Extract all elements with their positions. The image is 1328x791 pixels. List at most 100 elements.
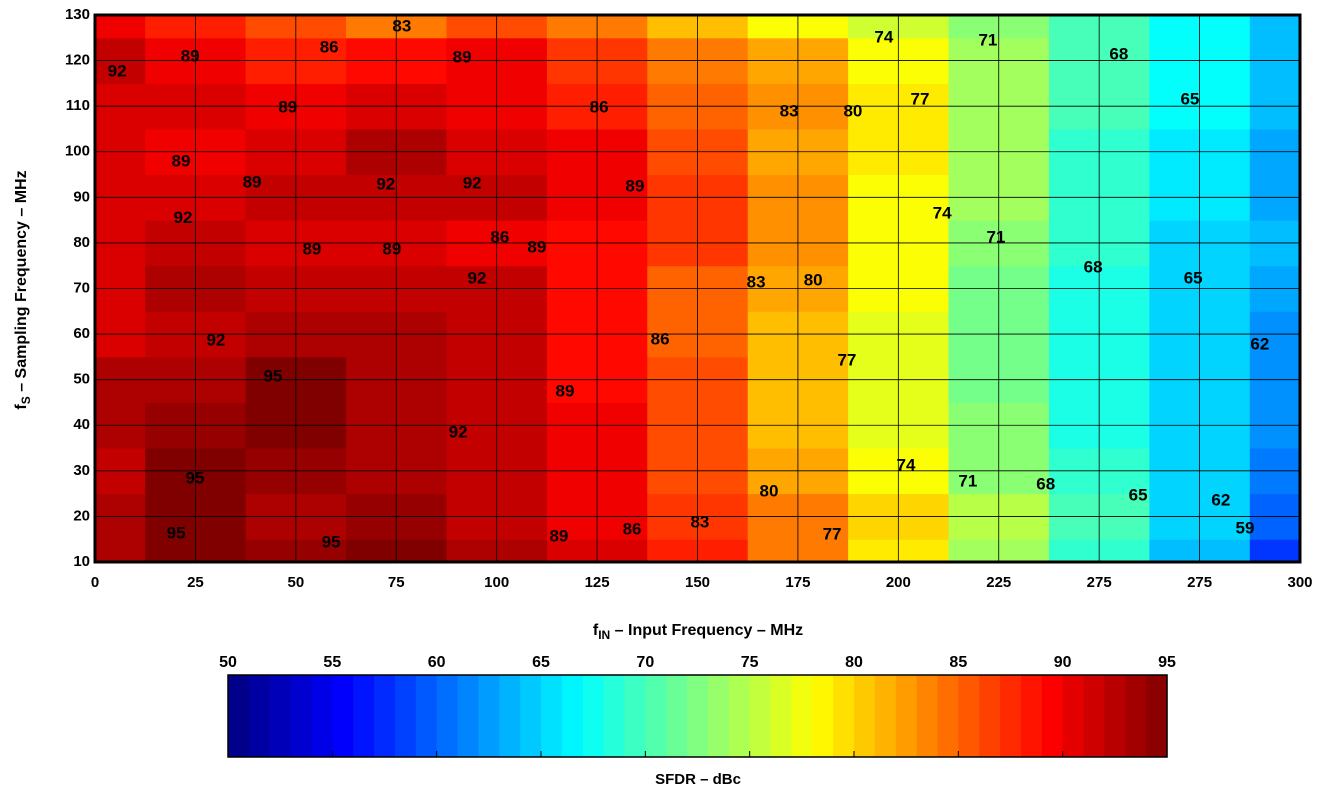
contour-label: 77 [823,525,842,544]
contour-label: 83 [780,102,799,121]
contour-label: 89 [549,526,568,545]
y-label-main: f [13,404,30,410]
colorbar-step [1020,675,1043,757]
colorbar-step [874,675,897,757]
contour-label: 92 [206,330,225,349]
colorbar-step [332,675,354,757]
colorbar-tick-label: 50 [219,654,237,671]
contour-label: 89 [527,237,546,256]
contour-label: 89 [181,46,200,65]
contour-label: 86 [590,97,609,116]
contour-label: 86 [320,37,339,56]
y-tick-label: 100 [65,143,90,160]
y-tick-label: 110 [66,97,90,114]
y-tick-label: 50 [73,371,90,388]
plot-frame [93,13,1302,564]
x-tick-label: 175 [785,574,810,591]
heat-cell [1249,539,1300,562]
x-tick-label: 300 [1287,574,1312,591]
x-label-sub: IN [598,628,610,642]
colorbar-step [854,675,876,757]
contour-label: 89 [302,240,321,259]
colorbar-step [624,675,646,757]
contour-label: 89 [555,381,574,400]
colorbar-step [666,675,688,757]
colorbar-step [269,675,292,757]
x-label-main: f [593,622,599,639]
contour-label: 89 [453,47,472,66]
contour-label: 74 [933,204,952,223]
colorbar-step [582,675,605,757]
y-tick-label: 130 [65,6,90,23]
colorbar-step [457,675,479,757]
y-tick-label: 90 [73,188,90,205]
colorbar-tick-label: 60 [428,654,446,671]
colorbar-step [791,675,813,757]
contour-label: 95 [167,524,186,543]
heat-cell [95,539,146,562]
colorbar-tick-label: 80 [845,654,863,671]
contour-label: 92 [174,208,193,227]
contour-label: 89 [625,176,644,195]
contour-label: 65 [1184,268,1203,287]
contour-label: 62 [1211,490,1230,509]
contour-label: 80 [760,481,779,500]
colorbar-step [937,675,959,757]
colorbar-step [499,675,521,757]
x-tick-label: 275 [1187,574,1212,591]
contour-label: 65 [1180,89,1199,108]
colorbar-step [374,675,396,757]
colorbar-step [645,675,667,757]
contour-label: 71 [978,30,997,49]
y-tick-label: 30 [73,462,90,479]
colorbar-step [958,675,980,757]
contour-label: 92 [376,175,395,194]
colorbar-tick-label: 55 [323,654,341,671]
contour-label: 74 [897,455,916,474]
y-tick-label: 20 [73,507,90,524]
contour-label: 80 [804,271,823,290]
contour-label: 68 [1109,45,1128,64]
x-tick-label: 100 [484,574,509,591]
contour-label: 95 [186,469,205,488]
colorbar-step [603,675,626,757]
colorbar-step [687,675,709,757]
x-axis-label: fIN – Input Frequency – MHz [593,622,803,642]
contour-label: 71 [986,227,1005,246]
colorbar-step [728,675,751,757]
contour-label: 62 [1250,335,1269,354]
contour-label: 77 [911,89,930,108]
contour-label: 92 [463,174,482,193]
colorbar-step [979,675,1001,757]
colorbar-step [833,675,855,757]
contour-label: 86 [490,227,509,246]
contour-label: 71 [958,471,977,490]
contour-label: 89 [382,240,401,259]
x-label-rest: – Input Frequency – MHz [610,622,803,639]
x-tick-label: 75 [388,574,405,591]
contour-label: 83 [690,512,709,531]
y-tick-label: 80 [73,234,90,251]
contour-label: 92 [108,61,127,80]
colorbar-step [916,675,939,757]
colorbar-step [1041,675,1064,757]
contour-label: 89 [278,97,297,116]
colorbar-step [415,675,438,757]
colorbar-step [311,675,333,757]
colorbar-step [436,675,459,757]
contour-label: 68 [1036,474,1055,493]
colorbar-step [394,675,417,757]
contour-label: 89 [243,173,262,192]
colorbar-step [228,675,250,757]
colorbar-step [1062,675,1085,757]
colorbar-step [1125,675,1147,757]
colorbar-tick-label: 75 [741,654,759,671]
colorbar-step [770,675,792,757]
y-label-sub: S [19,396,33,404]
x-tick-label: 25 [187,574,204,591]
x-tick-label: 0 [91,574,99,591]
y-label-rest: – Sampling Frequency – MHz [13,170,30,396]
contour-label: 86 [651,329,670,348]
contour-label: 92 [468,268,487,287]
